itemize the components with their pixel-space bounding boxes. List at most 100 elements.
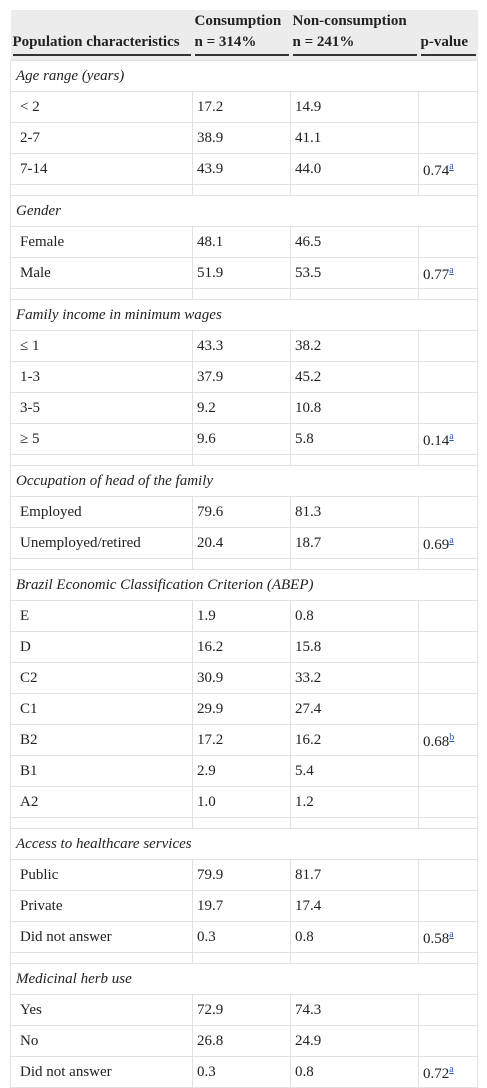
row-label: B1 bbox=[10, 755, 193, 787]
header-cell: n = 314% bbox=[192, 30, 291, 61]
footnote-link[interactable]: a bbox=[449, 1064, 454, 1075]
header-text: n = 314% bbox=[194, 34, 289, 56]
footnote-link[interactable]: a bbox=[449, 161, 454, 172]
spacer-row bbox=[10, 817, 478, 829]
header-text: p-value bbox=[420, 34, 476, 56]
section-title-row: Occupation of head of the family bbox=[10, 465, 478, 497]
value-cell: 0.3 bbox=[192, 921, 291, 953]
section-title: Gender bbox=[10, 195, 478, 227]
data-row: ≥ 5 9.6 5.8 0.14a bbox=[10, 423, 478, 455]
p-value-cell: 0.69a bbox=[418, 527, 478, 559]
table-wrapper: Consumption Non-consumption Population c… bbox=[10, 10, 478, 1088]
value-cell: 81.3 bbox=[290, 496, 419, 528]
value-cell: 17.2 bbox=[192, 724, 291, 756]
value-cell: 43.9 bbox=[192, 153, 291, 185]
value-cell: 79.9 bbox=[192, 859, 291, 891]
value-cell: 9.2 bbox=[192, 392, 291, 424]
data-row: B2 17.2 16.2 0.68b bbox=[10, 724, 478, 756]
p-value-cell bbox=[418, 890, 478, 922]
footnote-link[interactable]: a bbox=[449, 265, 454, 276]
value-cell: 41.1 bbox=[290, 122, 419, 154]
value-cell: 19.7 bbox=[192, 890, 291, 922]
data-row: Did not answer 0.3 0.8 0.58a bbox=[10, 921, 478, 953]
section-title: Family income in minimum wages bbox=[10, 299, 478, 331]
data-row: E 1.9 0.8 bbox=[10, 600, 478, 632]
p-value-cell bbox=[418, 755, 478, 787]
p-value-cell bbox=[418, 693, 478, 725]
value-cell: 53.5 bbox=[290, 257, 419, 289]
row-label: Male bbox=[10, 257, 193, 289]
value-cell: 45.2 bbox=[290, 361, 419, 393]
p-value-cell bbox=[418, 600, 478, 632]
data-row: Employed 79.6 81.3 bbox=[10, 496, 478, 528]
p-value-cell: 0.74a bbox=[418, 153, 478, 185]
value-cell: 44.0 bbox=[290, 153, 419, 185]
data-row: ≤ 1 43.3 38.2 bbox=[10, 330, 478, 362]
row-label: Female bbox=[10, 226, 193, 258]
row-label: Yes bbox=[10, 994, 193, 1026]
data-row: Did not answer 0.3 0.8 0.72a bbox=[10, 1056, 478, 1088]
header-cell: n = 241% bbox=[290, 30, 419, 61]
section-title: Medicinal herb use bbox=[10, 963, 478, 995]
spacer-cell bbox=[192, 558, 291, 570]
footnote-link[interactable]: a bbox=[449, 535, 454, 546]
footnote-link[interactable]: a bbox=[449, 431, 454, 442]
header-text: n = 241% bbox=[292, 34, 417, 56]
row-label: 1-3 bbox=[10, 361, 193, 393]
value-cell: 51.9 bbox=[192, 257, 291, 289]
spacer-row bbox=[10, 952, 478, 964]
spacer-cell bbox=[418, 952, 478, 964]
spacer-row bbox=[10, 454, 478, 466]
value-cell: 1.9 bbox=[192, 600, 291, 632]
value-cell: 14.9 bbox=[290, 91, 419, 123]
value-cell: 38.9 bbox=[192, 122, 291, 154]
table-header: Consumption Non-consumption Population c… bbox=[10, 10, 478, 61]
p-value-cell: 0.58a bbox=[418, 921, 478, 953]
value-cell: 15.8 bbox=[290, 631, 419, 663]
value-cell: 5.4 bbox=[290, 755, 419, 787]
spacer-cell bbox=[418, 454, 478, 466]
value-cell: 9.6 bbox=[192, 423, 291, 455]
spacer-cell bbox=[192, 952, 291, 964]
value-cell: 38.2 bbox=[290, 330, 419, 362]
section-title-row: Family income in minimum wages bbox=[10, 299, 478, 331]
data-row: Yes 72.9 74.3 bbox=[10, 994, 478, 1026]
value-cell: 10.8 bbox=[290, 392, 419, 424]
spacer-cell bbox=[10, 184, 193, 196]
data-row: D 16.2 15.8 bbox=[10, 631, 478, 663]
value-cell: 81.7 bbox=[290, 859, 419, 891]
header-cell: Population characteristics bbox=[10, 30, 193, 61]
p-value-cell bbox=[418, 1025, 478, 1057]
p-value-cell: 0.68b bbox=[418, 724, 478, 756]
data-row: No 26.8 24.9 bbox=[10, 1025, 478, 1057]
spacer-cell bbox=[290, 288, 419, 300]
spacer-cell bbox=[418, 184, 478, 196]
header-text: Population characteristics bbox=[12, 34, 191, 56]
footnote-link[interactable]: a bbox=[449, 929, 454, 940]
row-label: C1 bbox=[10, 693, 193, 725]
row-label: B2 bbox=[10, 724, 193, 756]
footnote-mark: b bbox=[449, 729, 454, 743]
row-label: Did not answer bbox=[10, 1056, 193, 1088]
value-cell: 37.9 bbox=[192, 361, 291, 393]
header-row: Population characteristics n = 314% n = … bbox=[10, 30, 478, 61]
value-cell: 5.8 bbox=[290, 423, 419, 455]
p-value-cell bbox=[418, 226, 478, 258]
footnote-link[interactable]: b bbox=[449, 732, 455, 743]
spacer-cell bbox=[10, 288, 193, 300]
value-cell: 30.9 bbox=[192, 662, 291, 694]
row-label: Private bbox=[10, 890, 193, 922]
data-row: 7-14 43.9 44.0 0.74a bbox=[10, 153, 478, 185]
row-label: 3-5 bbox=[10, 392, 193, 424]
p-value: 0.72 bbox=[423, 1066, 450, 1082]
row-label: 7-14 bbox=[10, 153, 193, 185]
value-cell: 17.4 bbox=[290, 890, 419, 922]
p-value: 0.58 bbox=[423, 931, 450, 947]
data-row: < 2 17.2 14.9 bbox=[10, 91, 478, 123]
row-label: E bbox=[10, 600, 193, 632]
p-value-cell bbox=[418, 859, 478, 891]
value-cell: 2.9 bbox=[192, 755, 291, 787]
spacer-cell bbox=[10, 558, 193, 570]
data-row: 3-5 9.2 10.8 bbox=[10, 392, 478, 424]
value-cell: 48.1 bbox=[192, 226, 291, 258]
